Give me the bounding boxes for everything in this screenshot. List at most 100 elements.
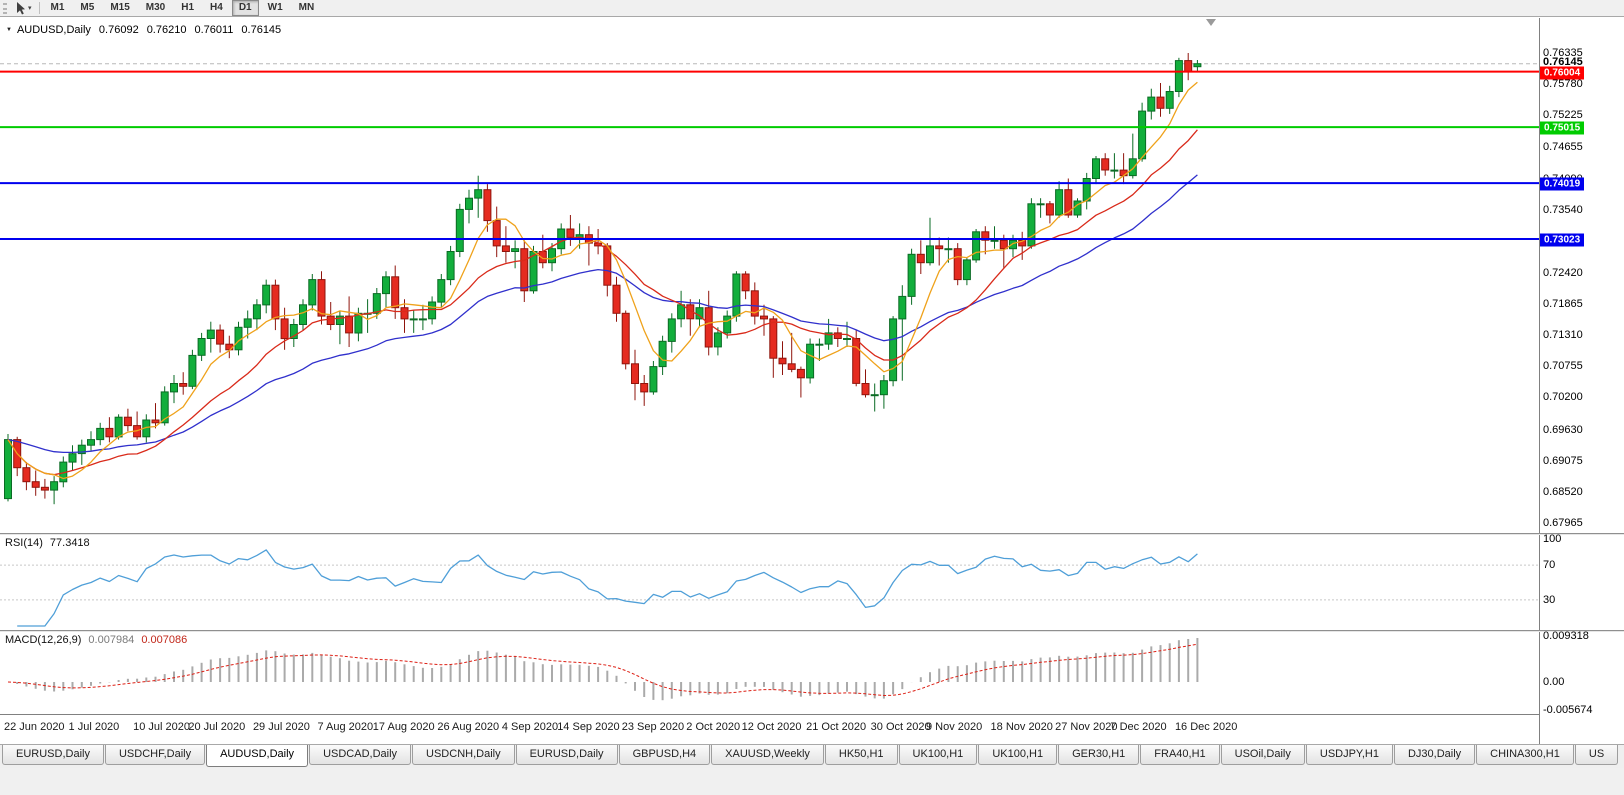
chart-tab[interactable]: USDCNH,Daily	[412, 745, 515, 765]
timeframe-button-h1[interactable]: H1	[181, 2, 195, 13]
chart-tab[interactable]: GER30,H1	[1058, 745, 1140, 765]
candle	[151, 403, 160, 429]
timeframe-button-m1[interactable]: M1	[50, 2, 65, 13]
chart-shift-marker-icon[interactable]	[1206, 19, 1216, 26]
candle	[179, 372, 188, 395]
candle	[492, 206, 501, 258]
chart-tab[interactable]: HK50,H1	[824, 745, 898, 765]
timeframe-button-d1[interactable]: D1	[231, 0, 259, 16]
toolbar-separator	[38, 2, 40, 14]
chart-tab[interactable]: EURUSD,Daily	[2, 745, 104, 765]
candle	[769, 316, 778, 378]
candle	[944, 237, 953, 263]
timeframe-button-m5[interactable]: M5	[80, 2, 95, 13]
rsi-value: 77.3418	[49, 537, 90, 549]
date-axis-label: 18 Nov 2020	[990, 721, 1053, 733]
timeframe-button-h4[interactable]: H4	[210, 2, 223, 13]
candle	[382, 271, 390, 308]
candle	[87, 431, 95, 451]
macd-pane-canvas[interactable]	[0, 632, 1539, 714]
candle	[999, 234, 1008, 269]
candle	[926, 217, 934, 266]
candle	[511, 240, 520, 269]
candle	[326, 302, 335, 331]
chart-tab[interactable]: DJ30,Daily	[1393, 745, 1476, 765]
candle	[1101, 153, 1110, 176]
candle	[243, 310, 252, 339]
candle	[972, 229, 981, 263]
candle	[750, 282, 759, 325]
date-axis-label: 2 Oct 2020	[686, 721, 741, 733]
chart-tab[interactable]: USOil,Daily	[1220, 745, 1305, 765]
price-line-tag: 0.76004	[1540, 66, 1585, 80]
ma-line-14	[7, 129, 1198, 476]
date-axis-label: 16 Dec 2020	[1174, 721, 1238, 733]
candle	[907, 248, 916, 305]
date-axis-label: 12 Oct 2020	[741, 721, 802, 733]
timeframe-button-m15[interactable]: M15	[110, 2, 130, 13]
candle	[391, 265, 400, 319]
pane-separator[interactable]	[0, 630, 1624, 632]
chart-dropdown-icon[interactable]: ▼	[6, 27, 12, 33]
candle	[345, 296, 354, 347]
timeframe-button-m30[interactable]: M30	[145, 2, 166, 13]
price-axis-label: 0.75225	[1543, 109, 1583, 122]
chart-tab[interactable]: USDCHF,Daily	[104, 745, 206, 765]
candle	[465, 189, 473, 224]
rsi-pane-canvas[interactable]	[0, 535, 1539, 630]
chart-tab[interactable]: FRA40,H1	[1140, 745, 1220, 765]
current-price-label: 0.76145	[1543, 55, 1583, 68]
chart-tab[interactable]: UK100,H1	[978, 745, 1058, 765]
candle	[1110, 153, 1119, 179]
chart-tab[interactable]: CHINA300,H1	[1476, 745, 1574, 765]
chart-title: ▼ AUDUSD,Daily 0.76092 0.76210 0.76011 0…	[6, 24, 281, 36]
date-axis-label: 7 Aug 2020	[317, 721, 374, 733]
chart-tab[interactable]: EURUSD,Daily	[515, 745, 618, 765]
macd-axis-label: 0.00	[1543, 675, 1565, 688]
candle	[1055, 181, 1064, 218]
chart-tab[interactable]: AUDUSD,Daily	[206, 745, 309, 767]
price-axis-label: 0.72420	[1543, 266, 1583, 279]
candle	[1036, 198, 1045, 218]
price-axis-label: 0.75780	[1543, 78, 1583, 91]
price-chart-canvas[interactable]	[0, 18, 1539, 533]
candle	[170, 375, 178, 404]
date-axis-label: 20 Jul 2020	[188, 721, 246, 733]
pane-separator[interactable]	[0, 533, 1624, 535]
cursor-tool-button[interactable]: ▾	[11, 1, 35, 16]
candle	[1193, 60, 1202, 72]
date-axis-label: 26 Aug 2020	[437, 721, 500, 733]
candle	[252, 299, 261, 331]
date-axis-label: 17 Aug 2020	[372, 721, 435, 733]
candle	[123, 408, 132, 432]
candle	[437, 274, 446, 308]
rsi-axis-label: 30	[1543, 593, 1556, 606]
candle	[935, 237, 944, 266]
time-axis[interactable]	[0, 714, 1539, 744]
date-axis-label: 21 Oct 2020	[806, 721, 867, 733]
macd-label: MACD(12,26,9) 0.007984 0.007086	[5, 634, 187, 646]
candle	[796, 366, 805, 398]
price-axis[interactable]	[1539, 18, 1624, 744]
candle	[188, 349, 197, 390]
chart-tab[interactable]: USDCAD,Daily	[309, 745, 412, 765]
candle	[308, 274, 317, 311]
price-axis-label: 0.69075	[1543, 454, 1583, 467]
candle	[1018, 231, 1027, 260]
chart-tab[interactable]: XAUUSD,Weekly	[711, 745, 824, 765]
date-axis-label: 4 Sep 2020	[501, 721, 559, 733]
chart-tab[interactable]: UK100,H1	[898, 745, 978, 765]
chart-tab[interactable]: US	[1574, 745, 1619, 765]
date-axis-label: 27 Nov 2020	[1055, 721, 1118, 733]
candle	[953, 243, 962, 286]
candle	[962, 257, 971, 286]
timeframe-button-w1[interactable]: W1	[267, 2, 283, 13]
candle	[1073, 198, 1082, 218]
candles-layer	[4, 53, 1202, 505]
date-axis-label: 10 Jul 2020	[133, 721, 190, 733]
chart-tab[interactable]: GBPUSD,H4	[618, 745, 711, 765]
timeframe-button-mn[interactable]: MN	[298, 2, 315, 13]
chart-tab[interactable]: USDJPY,H1	[1305, 745, 1393, 765]
toolbar-grip[interactable]	[3, 2, 7, 14]
